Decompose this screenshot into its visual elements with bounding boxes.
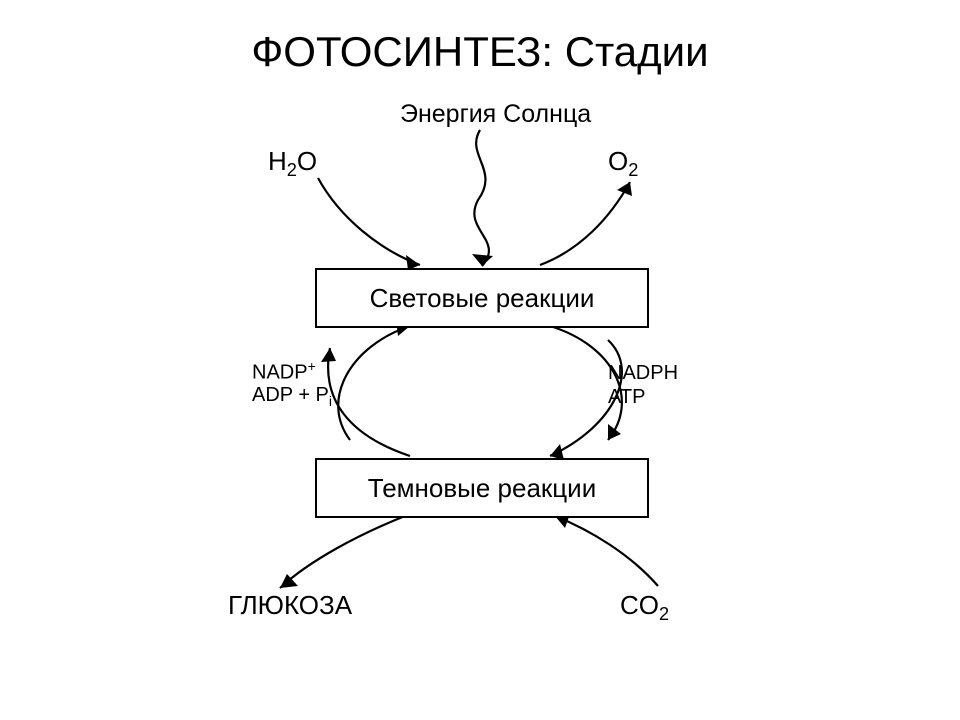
arrowhead-sun-wave (472, 254, 493, 266)
arrow-h2o-in (318, 178, 420, 265)
label-h2o: H2O (268, 146, 317, 181)
label-nadph: NADPH (608, 362, 678, 385)
label-glucose: ГЛЮКОЗА (228, 590, 352, 621)
slide: ФОТОСИНТЕЗ: Стадии Световые реакции Темно… (0, 0, 960, 720)
page-title: ФОТОСИНТЕЗ: Стадии (0, 28, 960, 76)
arrow-right-up (338, 326, 410, 440)
arrowhead-o2-out (617, 182, 632, 196)
label-sun: Энергия Солнца (400, 100, 591, 129)
arrowhead-right-dn (608, 424, 621, 440)
label-nadp: NADP+ (252, 358, 316, 385)
label-o2: O2 (608, 146, 638, 181)
diagram-area: Световые реакции Темновые реакции Энергия … (210, 100, 750, 660)
label-co2: CO2 (620, 590, 669, 625)
arrow-co2-in (555, 516, 658, 586)
label-atp: ATP (608, 386, 645, 409)
label-adppi: ADP + Pi (252, 384, 332, 409)
box-light: Световые реакции (315, 268, 649, 328)
arrow-left-up (328, 348, 410, 456)
arrow-glucose-out (280, 516, 405, 588)
box-label-light: Световые реакции (370, 283, 595, 314)
arrow-o2-out (540, 182, 630, 265)
arrow-sun-wave (474, 130, 489, 266)
box-label-dark: Темновые реакции (368, 473, 596, 504)
box-dark: Темновые реакции (315, 458, 649, 518)
